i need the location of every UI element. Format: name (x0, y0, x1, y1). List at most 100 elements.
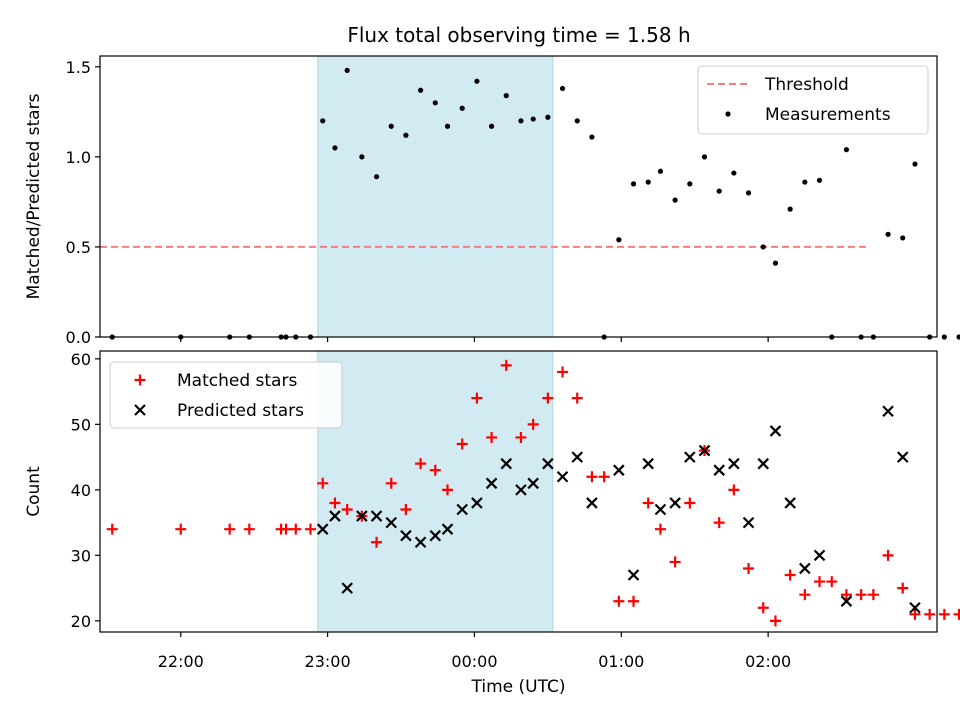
measurement-point (616, 237, 622, 243)
matched-star-point (938, 608, 950, 620)
legend-label: Matched stars (177, 371, 297, 391)
matched-star-point (684, 497, 696, 509)
y-axis-label: Matched/Predicted stars (24, 93, 44, 299)
x-tick-label: 22:00 (158, 652, 204, 671)
measurement-point (701, 154, 708, 160)
legend-predicted-swatch (134, 404, 146, 416)
predicted-star-point (542, 457, 554, 470)
matched-star-point (642, 497, 654, 509)
legend-box (697, 65, 929, 135)
predicted-star-point (728, 457, 740, 470)
measurement-point (559, 85, 566, 92)
measurement-point (687, 181, 693, 187)
measurement-point (589, 134, 595, 140)
predicted-star-point (669, 497, 681, 509)
measurement-point (731, 170, 737, 176)
matched-star-point (826, 576, 838, 588)
x-axis-label: Time (UTC) (471, 677, 566, 697)
matched-star-point (542, 392, 554, 404)
top-ratio-panel: 0.0 0.5 1.0 1.5 Matched/Predicted stars Thres… (24, 55, 960, 347)
measurement-point (645, 179, 651, 185)
bottom-count-panel: 20 30 40 50 60 22:00 23:00 00:00 01:00 02:00 Count… (24, 350, 960, 697)
predicted-star-point (757, 457, 770, 470)
measurement-point (760, 244, 766, 250)
measurement-point (320, 118, 326, 124)
predicted-star-point (456, 503, 468, 516)
predicted-star-point (713, 464, 725, 476)
measurement-point (956, 334, 960, 340)
measurement-point (941, 334, 947, 340)
predicted-star-point (341, 582, 353, 594)
measurement-point (716, 188, 722, 194)
matched-star-point (814, 576, 826, 588)
measurement-point (843, 147, 850, 153)
matched-star-point (329, 497, 341, 509)
measurement-point (388, 123, 394, 129)
matched-star-point (598, 471, 610, 483)
y-tick-label: 0.5 (66, 238, 91, 257)
matched-star-point (415, 458, 427, 470)
matched-star-point (106, 523, 118, 535)
predicted-star-point (356, 510, 368, 522)
matched-star-point (669, 556, 681, 568)
matched-star-point (728, 484, 740, 496)
measurement-point (885, 231, 891, 237)
matched-star-point (909, 608, 921, 620)
matched-star-point (628, 595, 640, 607)
legend-matched-swatch (134, 374, 146, 386)
measurement-point (432, 100, 438, 106)
measurement-point (459, 105, 465, 111)
matched-star-point (456, 438, 468, 450)
figure-title: Flux total observing time = 1.58 h (347, 23, 690, 47)
predicted-star-point (840, 595, 853, 607)
measurement-point (359, 154, 365, 160)
measurement-point (745, 190, 752, 196)
predicted-star-point (813, 549, 826, 562)
predicted-star-point (642, 457, 654, 470)
matched-star-point (486, 431, 498, 443)
matched-star-point (654, 523, 666, 535)
predicted-star-point (500, 457, 513, 470)
x-tick-label: 01:00 (598, 652, 644, 671)
x-tick-label: 23:00 (305, 652, 351, 671)
predicted-star-point (627, 569, 640, 581)
axes-frame (99, 350, 938, 633)
predicted-star-point (698, 444, 711, 457)
shaded-span (317, 55, 554, 338)
measurement-point (530, 116, 536, 122)
measurement-point (574, 118, 580, 124)
y-tick-label: 40 (71, 481, 91, 500)
predicted-star-point (316, 523, 329, 535)
predicted-star-point (882, 405, 894, 418)
predicted-star-point (571, 451, 584, 463)
y-tick-label: 50 (71, 415, 91, 434)
measurement-point (518, 118, 524, 124)
predicted-star-point (485, 477, 498, 490)
measurement-point (418, 87, 424, 93)
predicted-star-point (769, 425, 782, 437)
matched-star-point (769, 615, 781, 627)
predicted-star-point (684, 451, 696, 463)
matched-star-point (385, 477, 397, 489)
matched-star-point (882, 549, 894, 561)
legend-label: Measurements (765, 105, 891, 125)
matched-star-point (571, 392, 583, 404)
y-tick-label: 30 (71, 546, 91, 565)
matched-star-point (855, 589, 867, 601)
measurement-point (900, 235, 906, 241)
predicted-star-point (654, 503, 667, 516)
matched-star-point (953, 608, 960, 620)
predicted-star-point (385, 516, 398, 529)
legend-label: Threshold (764, 75, 849, 95)
measurement-point (332, 145, 338, 151)
predicted-star-point (586, 497, 598, 509)
predicted-star-point (784, 497, 796, 509)
measurement-point (802, 179, 808, 185)
measurement-point (545, 114, 551, 120)
measurement-point (630, 181, 637, 187)
predicted-star-point (909, 601, 921, 614)
matched-star-point (557, 366, 569, 378)
measurement-point (344, 67, 350, 74)
matched-star-point (400, 504, 412, 516)
matched-star-point (317, 477, 329, 489)
